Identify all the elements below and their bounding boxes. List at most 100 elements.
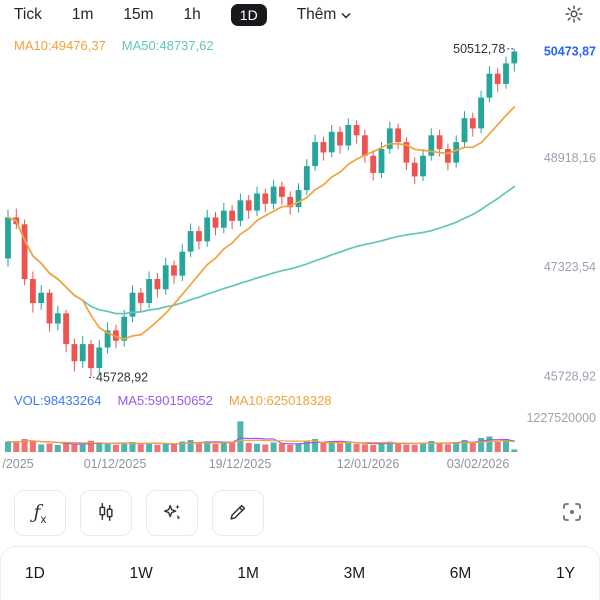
candle-body: [187, 231, 194, 252]
draw-button[interactable]: [212, 490, 264, 536]
volume-bar: [303, 440, 310, 453]
candle-body: [63, 313, 69, 345]
volume-bar: [179, 441, 186, 452]
volume-bar: [312, 439, 319, 452]
candle-body: [461, 118, 468, 143]
volume-bar: [295, 444, 302, 452]
range-3M[interactable]: 3M: [343, 564, 366, 582]
settings-button[interactable]: [562, 2, 586, 29]
candle-body: [362, 135, 368, 156]
timeframe-Tick[interactable]: Tick: [14, 6, 42, 23]
volume-bar: [428, 441, 435, 452]
timeframe-15m[interactable]: 15m: [123, 6, 154, 23]
candle-body: [204, 217, 211, 242]
volume-bar: [328, 441, 335, 453]
current-price-label: 50473,87: [544, 44, 596, 58]
timeframe-1D[interactable]: 1D: [230, 4, 267, 26]
volume-bar: [204, 441, 211, 453]
candle-body: [428, 135, 435, 156]
candle-body: [453, 142, 460, 163]
candle-body: [30, 279, 36, 303]
candle-body: [295, 190, 302, 208]
pencil-icon: [227, 501, 249, 526]
volume-bar: [237, 421, 244, 452]
volume-bar: [212, 444, 219, 452]
candle-body: [312, 142, 318, 167]
volume-bar: [195, 443, 202, 453]
range-selector: 1D 1W 1M 3M 6M 1Y: [0, 546, 600, 600]
x-axis-label: /2025: [2, 457, 33, 471]
candle-body: [345, 125, 352, 146]
volume-bar: [13, 442, 20, 452]
candle-body: [137, 292, 144, 303]
candle-body: [420, 155, 426, 177]
timeframe-Thêm[interactable]: Thêm: [297, 6, 352, 24]
candle-body: [21, 224, 28, 280]
candle-body: [212, 217, 219, 228]
indicators-fx-button[interactable]: ƒx: [14, 490, 66, 536]
candle-body: [337, 131, 343, 146]
candle-body: [411, 162, 418, 177]
ai-assist-button[interactable]: [146, 490, 198, 536]
volume-bar: [420, 442, 426, 452]
volume-bar: [494, 441, 501, 453]
volume-axis-label: 1227520000: [526, 411, 596, 425]
range-1Y[interactable]: 1Y: [556, 564, 575, 582]
timeframe-1h[interactable]: 1h: [183, 6, 201, 23]
volume-bar: [71, 444, 78, 453]
chart-svg[interactable]: 48918,16 47323,54 45728,92 50473,87 50512,78…: [0, 28, 600, 478]
volume-bar: [21, 439, 28, 452]
candle-body: [378, 149, 385, 173]
candle-body: [146, 279, 152, 303]
timeframe-1m[interactable]: 1m: [71, 6, 94, 23]
volume-bar: [337, 443, 343, 453]
chart-style-button[interactable]: [80, 490, 132, 536]
candle-body: [478, 97, 484, 129]
candle-body: [245, 200, 252, 211]
volume-bar: [112, 445, 119, 452]
volume-bar: [229, 441, 236, 453]
volume-bar: [403, 444, 410, 452]
candle-body: [403, 142, 410, 163]
candle-body: [237, 200, 244, 221]
candle-body: [303, 166, 310, 191]
range-1W[interactable]: 1W: [129, 564, 153, 582]
volume-bar: [461, 440, 468, 452]
price-axis-label: 48918,16: [544, 151, 596, 165]
fullscreen-scan-button[interactable]: [560, 500, 584, 527]
volume-bar: [486, 436, 493, 452]
volume-bar: [29, 440, 36, 452]
volume-bar: [88, 440, 94, 453]
range-1M[interactable]: 1M: [237, 564, 259, 582]
fx-indicator-icon: ƒx: [33, 500, 47, 526]
candle-body: [262, 193, 269, 204]
candle-body: [370, 155, 377, 173]
volume-bar: [220, 442, 227, 453]
range-6M[interactable]: 6M: [449, 564, 472, 582]
candle-body: [162, 265, 169, 290]
range-1D[interactable]: 1D: [25, 564, 45, 582]
volume-bar: [254, 443, 260, 453]
volume-bar: [162, 443, 169, 453]
candle-body: [436, 135, 443, 149]
candle-body: [270, 186, 277, 204]
candle-body: [494, 73, 501, 84]
volume-bar: [511, 449, 518, 452]
candle-body: [179, 251, 186, 276]
candle-body: [287, 196, 294, 208]
candle-body: [71, 344, 78, 362]
candle-body: [88, 344, 94, 369]
volume-bar: [96, 442, 103, 452]
x-axis-label: 19/12/2025: [209, 457, 272, 471]
candle-body: [353, 125, 360, 136]
volume-bar: [129, 442, 136, 452]
volume-bar: [278, 443, 285, 452]
high-price-annotation: 50512,78: [453, 42, 505, 56]
volume-bar: [171, 444, 177, 452]
candle-body: [503, 63, 509, 84]
volume-bar: [469, 442, 476, 453]
price-axis-label: 47323,54: [544, 260, 596, 274]
candle-body: [328, 131, 335, 153]
volume-bar: [46, 443, 53, 452]
volume-bar: [411, 444, 418, 453]
